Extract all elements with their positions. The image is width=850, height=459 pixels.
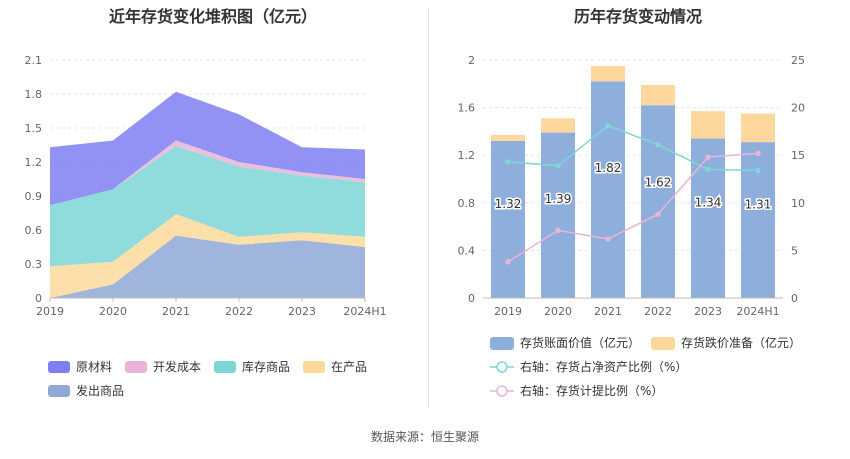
y2-tick-label: 0	[791, 292, 798, 305]
legend-swatch	[48, 385, 70, 397]
legend-swatch	[651, 337, 675, 350]
data-source-note: 数据来源：恒生聚源	[370, 430, 479, 444]
bar-book-value	[591, 81, 625, 298]
panel-divider	[428, 8, 429, 408]
y-tick-label: 1.5	[25, 122, 43, 135]
legend-label: 开发成本	[153, 359, 201, 374]
legend-swatch	[214, 361, 236, 373]
bar-data-label: 1.34	[695, 195, 722, 209]
legend-label: 库存商品	[242, 359, 290, 374]
y-tick-label: 0.9	[25, 190, 43, 203]
legend-swatch	[125, 361, 147, 373]
x-tick-label: 2022	[644, 305, 672, 318]
legend-swatch	[303, 361, 325, 373]
x-tick-label: 2022	[225, 305, 253, 318]
bar-data-label: 1.32	[495, 197, 522, 211]
chart-title: 历年存货变动情况	[574, 7, 702, 26]
legend-label: 存货跌价准备（亿元）	[681, 335, 801, 350]
bar-book-value	[491, 140, 525, 298]
line-point	[705, 154, 711, 160]
legend-label: 发出商品	[76, 383, 124, 398]
y-tick-label: 2	[468, 54, 475, 67]
x-tick-label: 2023	[694, 305, 722, 318]
line-point	[605, 236, 611, 242]
legend-swatch	[48, 361, 70, 373]
area-发出商品	[50, 235, 365, 298]
legend-label: 存货账面价值（亿元）	[520, 335, 640, 350]
y-tick-label: 1.8	[25, 88, 43, 101]
line-point	[705, 166, 711, 173]
y-tick-label: 1.2	[458, 149, 476, 162]
bar-impairment	[741, 113, 775, 143]
bar-impairment	[491, 134, 525, 141]
inventory-bar-line-chart: 历年存货变动情况 1.32 1.391.821.621.34 1.31 00.40.…	[458, 7, 806, 398]
y2-tick-label: 10	[791, 197, 805, 210]
y-tick-label: 0.8	[458, 197, 476, 210]
line-point	[755, 167, 761, 174]
y-tick-label: 0	[35, 292, 42, 305]
legend-marker	[496, 361, 508, 373]
legend-label: 右轴：存货占净资产比例（%）	[520, 359, 687, 374]
y-tick-label: 0.4	[458, 244, 476, 257]
bar-data-label: 1.82	[595, 161, 622, 175]
legend-marker	[496, 385, 508, 397]
bar-impairment	[591, 65, 625, 82]
bar-impairment	[691, 111, 725, 139]
line-point	[505, 159, 511, 165]
y-tick-label: 0	[468, 292, 475, 305]
x-tick-label: 2020	[544, 305, 572, 318]
x-tick-label: 2021	[594, 305, 622, 318]
x-tick-label: 2019	[494, 305, 522, 318]
bar-data-label: 1.62	[645, 175, 672, 189]
line-point	[555, 162, 561, 169]
area-原材料	[50, 91, 365, 206]
y2-tick-label: 5	[791, 244, 798, 257]
bar-impairment	[641, 84, 675, 106]
y2-tick-label: 15	[791, 149, 805, 162]
area-库存商品	[50, 146, 365, 267]
legend-label: 在产品	[331, 360, 367, 374]
bar-book-value	[741, 142, 775, 298]
bar-impairment	[541, 118, 575, 133]
y2-tick-label: 25	[791, 54, 805, 67]
x-tick-label: 2021	[162, 305, 190, 318]
area-在产品	[50, 214, 365, 298]
x-tick-label: 2024H1	[736, 305, 779, 318]
line-右轴：存货计提比例（%）	[507, 152, 759, 263]
chart-title: 近年存货变化堆积图（亿元）	[109, 7, 317, 26]
bar-book-value	[691, 138, 725, 298]
area-开发成本	[50, 140, 365, 206]
line-point	[505, 259, 511, 265]
x-tick-label: 2020	[99, 305, 127, 318]
line-point	[655, 141, 661, 148]
line-point	[555, 227, 561, 234]
stacked-area-chart: 近年存货变化堆积图（亿元） 0 0.3 0.6 0.9 1.2 1.5 1.8 2.1 2019…	[25, 7, 387, 398]
x-tick-label: 2024H1	[343, 305, 386, 318]
y-tick-label: 1.2	[25, 156, 43, 169]
y-tick-label: 0.3	[25, 258, 43, 271]
line-point	[755, 150, 761, 157]
line-point	[605, 122, 611, 129]
bar-data-label: 1.39	[545, 192, 572, 206]
x-tick-label: 2023	[288, 305, 316, 318]
bar-data-label: 1.31	[745, 197, 772, 211]
legend-swatch	[490, 337, 514, 350]
y-tick-label: 2.1	[25, 54, 43, 67]
bar-book-value	[541, 132, 575, 298]
y-tick-label: 0.6	[25, 224, 43, 237]
line-右轴：存货占净资产比例（%）	[507, 124, 759, 172]
legend-label: 右轴：存货计提比例（%）	[520, 383, 663, 398]
y-tick-label: 1.6	[458, 102, 476, 115]
x-tick-label: 2019	[36, 305, 64, 318]
legend-label: 原材料	[76, 360, 112, 374]
y2-tick-label: 20	[791, 102, 805, 115]
line-point	[655, 211, 661, 218]
